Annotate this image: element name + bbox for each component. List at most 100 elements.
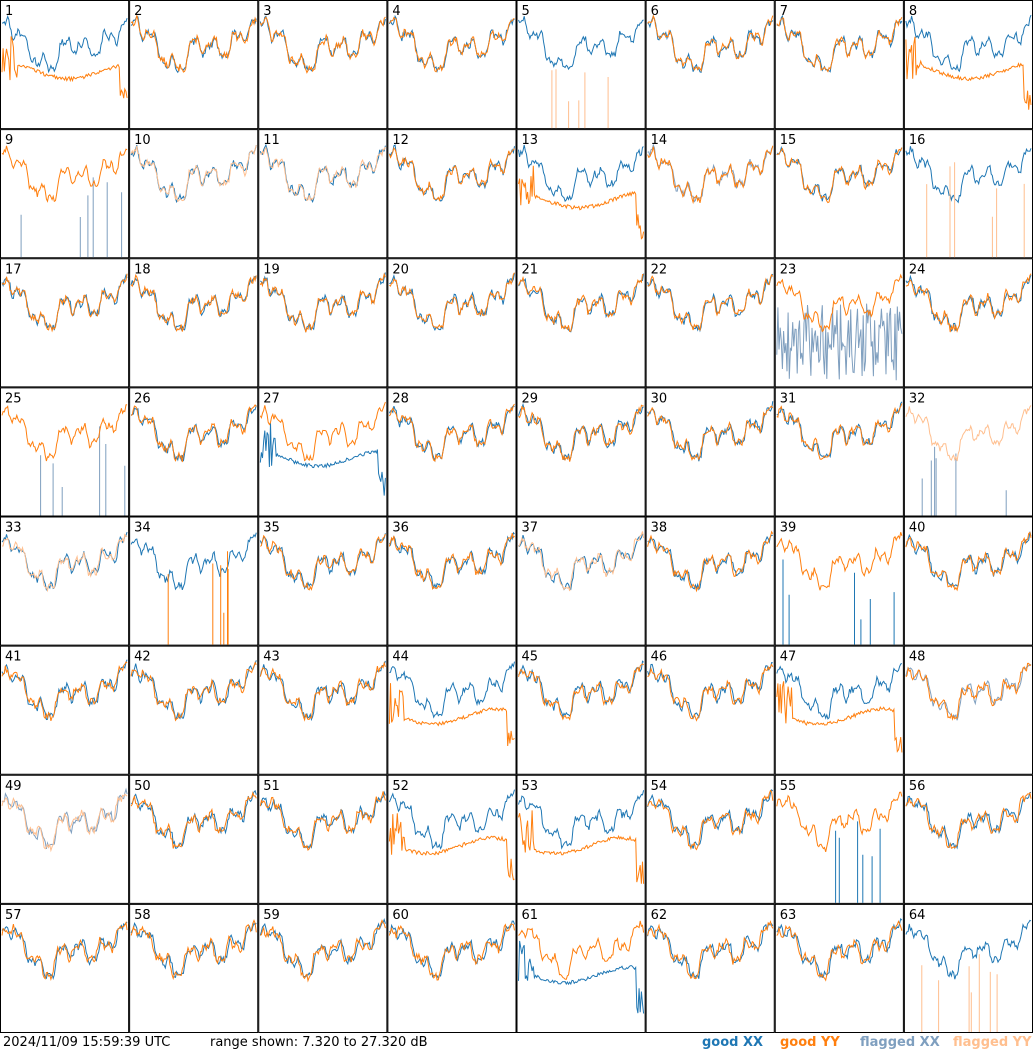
series-xx-tile-23 xyxy=(776,303,903,381)
series-yy-tile-19 xyxy=(259,272,386,333)
series-yy-tile-15 xyxy=(776,147,903,204)
series-yy-tile-6 xyxy=(647,14,774,73)
series-yy-tile-21 xyxy=(518,274,644,333)
series-yy-tile-50 xyxy=(130,791,257,849)
series-yy-tile-4 xyxy=(389,16,515,73)
series-yy-tile-27 xyxy=(259,401,386,462)
tile-frame xyxy=(645,387,775,517)
tile-label-4: 4 xyxy=(392,4,400,19)
tile-32: 32 xyxy=(903,387,1033,517)
series-yy-tile-51 xyxy=(259,791,386,851)
tile-frame xyxy=(774,516,904,646)
tile-label-43: 43 xyxy=(263,650,280,665)
tile-58: 58 xyxy=(129,903,259,1033)
tile-frame xyxy=(129,516,259,646)
legend-flagged-yy: flagged YY xyxy=(953,1035,1032,1050)
tile-label-22: 22 xyxy=(651,262,668,277)
tile-35: 35 xyxy=(258,516,388,646)
tile-label-29: 29 xyxy=(522,391,539,406)
tile-frame xyxy=(516,645,646,775)
tile-frame xyxy=(387,387,517,517)
tile-frame xyxy=(645,516,775,646)
tile-51: 51 xyxy=(258,774,388,904)
tile-1: 1 xyxy=(0,0,130,130)
tile-53: 53 xyxy=(516,774,646,904)
series-yy-tile-47 xyxy=(776,681,903,753)
tile-frame xyxy=(0,645,130,775)
series-xx-tile-18 xyxy=(130,275,257,331)
tile-25: 25 xyxy=(0,387,130,517)
series-yy-tile-24 xyxy=(905,273,1032,333)
tile-frame xyxy=(903,258,1033,388)
series-xx-tile-44 xyxy=(389,661,515,719)
series-yy-tile-38 xyxy=(647,530,774,593)
tile-8: 8 xyxy=(903,0,1033,130)
tile-frame xyxy=(0,774,130,904)
tile-27: 27 xyxy=(258,387,388,517)
tile-label-19: 19 xyxy=(263,262,280,277)
series-yy-tile-49 xyxy=(1,793,128,853)
tile-52: 52 xyxy=(387,774,517,904)
tile-label-10: 10 xyxy=(134,133,151,148)
tile-label-30: 30 xyxy=(651,391,668,406)
series-xx-tile-11 xyxy=(259,143,386,203)
series-yy-tile-57 xyxy=(1,920,128,982)
tile-2: 2 xyxy=(129,0,259,130)
tile-frame xyxy=(645,258,775,388)
series-yy-tile-62 xyxy=(647,920,774,980)
tile-label-5: 5 xyxy=(522,4,530,19)
series-xx-tile-8 xyxy=(905,14,1032,73)
tile-label-40: 40 xyxy=(909,521,926,536)
tile-label-12: 12 xyxy=(392,133,409,148)
series-yy-tile-42 xyxy=(130,661,257,722)
series-yy-tile-46 xyxy=(647,663,774,722)
series-yy-tile-3 xyxy=(259,16,386,74)
series-yy-tile-37 xyxy=(518,531,645,592)
series-yy-tile-29 xyxy=(518,404,644,462)
series-xx-tile-34 xyxy=(130,532,257,591)
tile-frame xyxy=(387,258,517,388)
tile-frame xyxy=(645,129,775,259)
tile-label-50: 50 xyxy=(134,779,151,794)
series-yy-tile-26 xyxy=(130,404,257,463)
series-xx-tile-14 xyxy=(647,143,774,203)
tile-label-44: 44 xyxy=(392,650,409,665)
tile-frame xyxy=(129,258,259,388)
series-yy-tile-58 xyxy=(130,919,257,981)
tile-label-41: 41 xyxy=(5,650,22,665)
series-yy-tile-36 xyxy=(388,532,515,591)
series-yy-tile-60 xyxy=(388,923,515,981)
series-yy-tile-48 xyxy=(905,662,1032,721)
tile-frame xyxy=(903,129,1033,259)
tile-47: 47 xyxy=(774,645,904,775)
series-yy-tile-39 xyxy=(776,532,903,591)
series-yy-tile-52 xyxy=(388,813,515,881)
tile-61: 61 xyxy=(516,903,646,1033)
tile-label-47: 47 xyxy=(780,650,797,665)
tile-label-56: 56 xyxy=(909,779,926,794)
tile-label-14: 14 xyxy=(651,133,668,148)
series-xx-tile-10 xyxy=(130,144,257,204)
tile-frame xyxy=(0,129,130,259)
tile-frame xyxy=(387,903,517,1033)
series-yy-tile-11 xyxy=(260,146,386,202)
series-yy-tile-44 xyxy=(388,683,515,747)
tile-frame xyxy=(258,129,388,259)
tile-10: 10 xyxy=(129,129,259,259)
tile-15: 15 xyxy=(774,129,904,259)
tile-34: 34 xyxy=(129,516,259,646)
tile-label-61: 61 xyxy=(522,908,539,923)
tile-frame xyxy=(774,0,904,130)
series-yy-tile-43 xyxy=(259,661,386,722)
series-yy-tile-8 xyxy=(905,36,1032,110)
tile-label-58: 58 xyxy=(134,908,151,923)
tile-23: 23 xyxy=(774,258,904,388)
tile-label-52: 52 xyxy=(392,779,409,794)
tile-label-38: 38 xyxy=(651,521,668,536)
tile-frame xyxy=(129,0,259,130)
series-xx-tile-55 xyxy=(835,821,881,903)
tile-30: 30 xyxy=(645,387,775,517)
tile-44: 44 xyxy=(387,645,517,775)
tile-frame xyxy=(645,645,775,775)
